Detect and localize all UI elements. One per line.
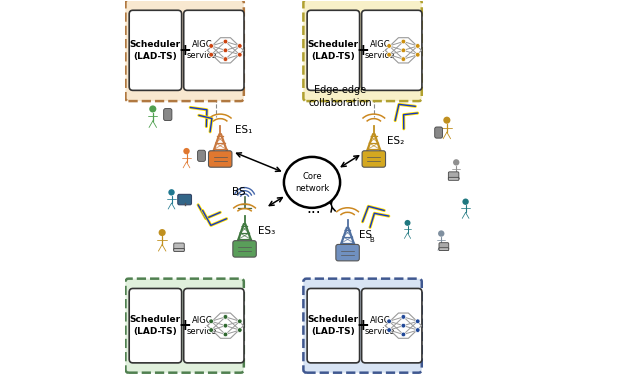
- Circle shape: [209, 44, 213, 48]
- Circle shape: [209, 328, 213, 332]
- Text: ES₁: ES₁: [235, 125, 253, 135]
- Circle shape: [158, 229, 166, 236]
- FancyBboxPatch shape: [449, 172, 459, 179]
- Circle shape: [401, 57, 406, 61]
- FancyBboxPatch shape: [362, 151, 386, 167]
- Circle shape: [237, 328, 242, 332]
- FancyBboxPatch shape: [362, 10, 422, 90]
- Circle shape: [387, 328, 391, 332]
- Circle shape: [237, 44, 242, 48]
- Circle shape: [416, 52, 420, 57]
- Text: Edge-edge
collaboration: Edge-edge collaboration: [308, 85, 372, 108]
- Circle shape: [223, 57, 228, 61]
- FancyBboxPatch shape: [183, 288, 244, 363]
- Circle shape: [168, 189, 175, 196]
- Circle shape: [183, 148, 190, 154]
- FancyBboxPatch shape: [178, 194, 192, 205]
- FancyBboxPatch shape: [307, 10, 359, 90]
- Text: ES₂: ES₂: [387, 136, 404, 146]
- FancyBboxPatch shape: [129, 10, 182, 90]
- Circle shape: [453, 159, 459, 165]
- FancyBboxPatch shape: [208, 151, 232, 167]
- Circle shape: [223, 332, 228, 337]
- FancyBboxPatch shape: [448, 177, 459, 180]
- Text: Core
network: Core network: [295, 172, 329, 193]
- Circle shape: [209, 319, 213, 324]
- Text: AIGC
service: AIGC service: [187, 40, 217, 61]
- Circle shape: [401, 332, 406, 337]
- Text: ES: ES: [359, 230, 372, 240]
- Text: AIGC
service: AIGC service: [365, 315, 396, 336]
- Circle shape: [149, 105, 157, 112]
- FancyBboxPatch shape: [439, 243, 449, 250]
- Text: AIGC
service: AIGC service: [365, 40, 396, 61]
- Circle shape: [401, 39, 406, 44]
- Circle shape: [223, 323, 228, 328]
- Text: AIGC
service: AIGC service: [187, 315, 217, 336]
- Text: +: +: [179, 43, 192, 58]
- Circle shape: [401, 48, 406, 53]
- FancyBboxPatch shape: [173, 249, 184, 252]
- Circle shape: [223, 315, 228, 319]
- FancyBboxPatch shape: [125, 0, 244, 101]
- Circle shape: [237, 52, 242, 57]
- Text: Scheduler
(LAD-TS): Scheduler (LAD-TS): [308, 315, 359, 336]
- Circle shape: [443, 117, 451, 124]
- Circle shape: [462, 199, 469, 205]
- Text: +: +: [357, 318, 369, 333]
- Text: Scheduler
(LAD-TS): Scheduler (LAD-TS): [130, 40, 181, 61]
- Text: +: +: [357, 43, 369, 58]
- Circle shape: [416, 44, 420, 48]
- Circle shape: [387, 319, 391, 324]
- FancyBboxPatch shape: [233, 241, 256, 257]
- Circle shape: [404, 220, 411, 226]
- Circle shape: [209, 52, 213, 57]
- FancyBboxPatch shape: [303, 0, 422, 101]
- Circle shape: [416, 328, 420, 332]
- FancyBboxPatch shape: [198, 150, 205, 161]
- Circle shape: [401, 323, 406, 328]
- Text: Scheduler
(LAD-TS): Scheduler (LAD-TS): [308, 40, 359, 61]
- FancyBboxPatch shape: [303, 279, 422, 373]
- FancyBboxPatch shape: [183, 10, 244, 90]
- Circle shape: [237, 319, 242, 324]
- Circle shape: [387, 52, 391, 57]
- FancyBboxPatch shape: [435, 127, 442, 138]
- Text: BS: BS: [232, 187, 246, 197]
- FancyBboxPatch shape: [173, 243, 184, 251]
- Text: ...: ...: [306, 201, 321, 216]
- Text: ES₃: ES₃: [258, 226, 275, 236]
- Text: B: B: [369, 237, 374, 243]
- FancyBboxPatch shape: [362, 288, 422, 363]
- Text: Scheduler
(LAD-TS): Scheduler (LAD-TS): [130, 315, 181, 336]
- Ellipse shape: [284, 157, 340, 208]
- Circle shape: [387, 44, 391, 48]
- FancyBboxPatch shape: [125, 279, 244, 373]
- Circle shape: [223, 39, 228, 44]
- Circle shape: [223, 48, 228, 53]
- Circle shape: [401, 315, 406, 319]
- FancyBboxPatch shape: [307, 288, 359, 363]
- FancyBboxPatch shape: [336, 244, 359, 261]
- FancyBboxPatch shape: [163, 109, 172, 121]
- Circle shape: [438, 230, 444, 237]
- FancyBboxPatch shape: [129, 288, 182, 363]
- FancyBboxPatch shape: [439, 248, 449, 250]
- Text: +: +: [179, 318, 192, 333]
- Circle shape: [416, 319, 420, 324]
